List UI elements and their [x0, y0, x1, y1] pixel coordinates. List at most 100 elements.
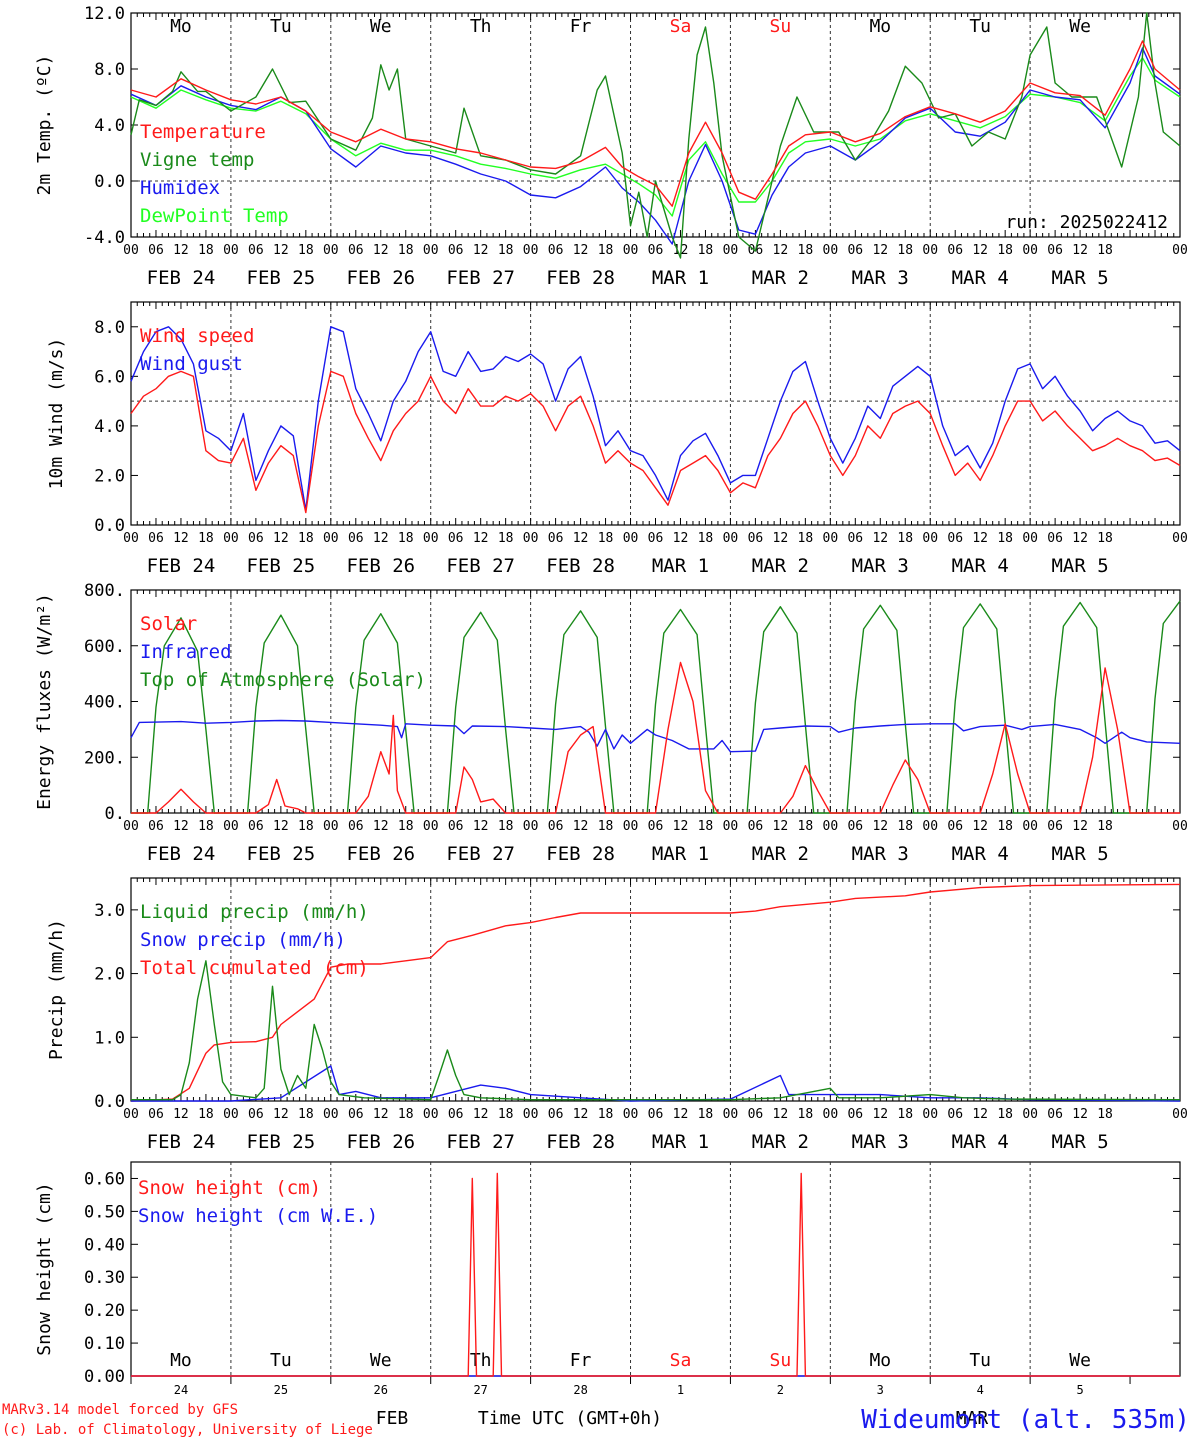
date-label: FEB 25	[247, 267, 316, 289]
y-axis-label: Precip (mm/h)	[46, 919, 67, 1060]
hour-label: 18	[398, 819, 414, 834]
hour-label: 12	[972, 819, 988, 834]
hour-label: 18	[798, 243, 814, 258]
y-tick-label: 0.20	[84, 1301, 125, 1321]
date-label: MAR 5	[1051, 267, 1108, 289]
hour-label: 00	[922, 1107, 938, 1122]
hour-label: 06	[648, 1107, 664, 1122]
date-label: FEB 26	[346, 1131, 415, 1153]
weekday-label: We	[370, 1350, 392, 1371]
hour-label: 12	[1072, 531, 1088, 546]
y-tick-label: 0.0	[94, 516, 125, 536]
date-label: MAR 3	[852, 843, 909, 865]
date-label: FEB 28	[546, 555, 615, 577]
hour-label: 00	[323, 1107, 339, 1122]
snow-height-panel: Mo 24 Tu 25 We 26 Th 27 Fr 28 Sa 1 Su 2 Mo 3 Tu 4 We 5 0.00 0…	[34, 1161, 1181, 1397]
hour-label: 00	[823, 819, 839, 834]
date-label: MAR 2	[752, 267, 809, 289]
date-label: FEB 25	[247, 1131, 316, 1153]
weekday-label: Sa	[670, 1350, 692, 1371]
hour-label: 18	[997, 243, 1013, 258]
hour-label: 12	[972, 1107, 988, 1122]
hour-label: 12	[673, 819, 689, 834]
legend-entry: Vigne temp	[140, 149, 254, 171]
hour-label: 12	[1072, 1107, 1088, 1122]
hour-label: 12	[473, 819, 489, 834]
y-tick-label: 200.	[84, 748, 125, 768]
hour-label: 18	[498, 1107, 514, 1122]
hour-label: 06	[448, 819, 464, 834]
hour-label: 18	[398, 243, 414, 258]
legend-entry: Snow height (cm)	[138, 1177, 321, 1199]
hour-label: 12	[573, 243, 589, 258]
date-label: MAR 4	[952, 843, 1009, 865]
y-tick-label: 2.0	[94, 965, 125, 985]
hour-label: 18	[398, 1107, 414, 1122]
date-label: FEB 27	[446, 1131, 515, 1153]
date-label: FEB 26	[346, 843, 415, 865]
hour-label: 12	[273, 243, 289, 258]
series-line	[131, 600, 1181, 814]
hour-label: 06	[248, 243, 264, 258]
hour-label: 06	[348, 531, 364, 546]
hour-label: 06	[548, 1107, 564, 1122]
hour-label: 18	[298, 243, 314, 258]
hour-label: 12	[573, 819, 589, 834]
y-tick-label: 3.0	[94, 901, 125, 921]
hour-label: 18	[398, 531, 414, 546]
footer: MARv3.14 model forced by GFS (c) Lab. of…	[2, 1402, 1190, 1438]
hour-label: 18	[498, 243, 514, 258]
hour-label: 00	[123, 1107, 139, 1122]
legend-entry: Wind speed	[140, 325, 254, 347]
y-tick-label: 800.	[84, 581, 125, 601]
hour-label: 18	[198, 243, 214, 258]
hour-label: 06	[148, 531, 164, 546]
date-label: FEB 27	[446, 267, 515, 289]
weekday-label: Su	[770, 16, 792, 37]
hour-label: 00	[423, 819, 439, 834]
hour-label: 12	[373, 1107, 389, 1122]
hour-label: 06	[448, 531, 464, 546]
series-line	[131, 1172, 1180, 1377]
hour-label: 18	[1097, 1107, 1113, 1122]
date-label: MAR 1	[652, 555, 709, 577]
hour-label: 00	[1022, 1107, 1038, 1122]
day-number-label: 2	[777, 1383, 784, 1397]
hour-label: 06	[448, 1107, 464, 1122]
y-tick-label: 0.50	[84, 1202, 125, 1222]
y-tick-label: 0.40	[84, 1235, 125, 1255]
hour-label: 12	[173, 531, 189, 546]
temperature-panel: 00 06 12 18 00 06 12 18 00 06 12 18 00 06 12 18 00 06 12 18…	[34, 4, 1188, 289]
hour-label: 12	[673, 1107, 689, 1122]
weekday-label: Mo	[170, 16, 192, 37]
series-line	[130, 719, 1181, 753]
series-line	[130, 47, 1181, 245]
y-tick-label: 4.0	[94, 417, 125, 437]
model-credit: MARv3.14 model forced by GFS	[2, 1402, 238, 1418]
hour-label: 00	[1022, 531, 1038, 546]
hour-label: 06	[248, 531, 264, 546]
hour-label: 12	[173, 1107, 189, 1122]
hour-label: 00	[323, 819, 339, 834]
y-tick-label: 0.	[105, 804, 125, 824]
hour-label: 18	[997, 1107, 1013, 1122]
weekday-label: Mo	[170, 1350, 192, 1371]
weekday-label: Th	[470, 1350, 492, 1371]
hour-label: 18	[798, 819, 814, 834]
y-tick-label: 0.00	[84, 1367, 125, 1387]
hour-label: 06	[847, 243, 863, 258]
hour-label: 12	[773, 531, 789, 546]
hour-label: 00	[323, 243, 339, 258]
lab-credit: (c) Lab. of Climatology, University of L…	[2, 1422, 373, 1438]
weekday-label: Fr	[570, 1350, 592, 1371]
hour-label: 18	[298, 531, 314, 546]
date-label: MAR 1	[652, 1131, 709, 1153]
hour-label: 12	[872, 531, 888, 546]
weekday-label: Tu	[969, 16, 991, 37]
weekday-label: Mo	[869, 1350, 891, 1371]
date-label: FEB 24	[147, 267, 216, 289]
series-line	[130, 883, 1181, 1102]
hour-label: 00	[1172, 243, 1188, 258]
hour-label: 00	[1172, 819, 1188, 834]
